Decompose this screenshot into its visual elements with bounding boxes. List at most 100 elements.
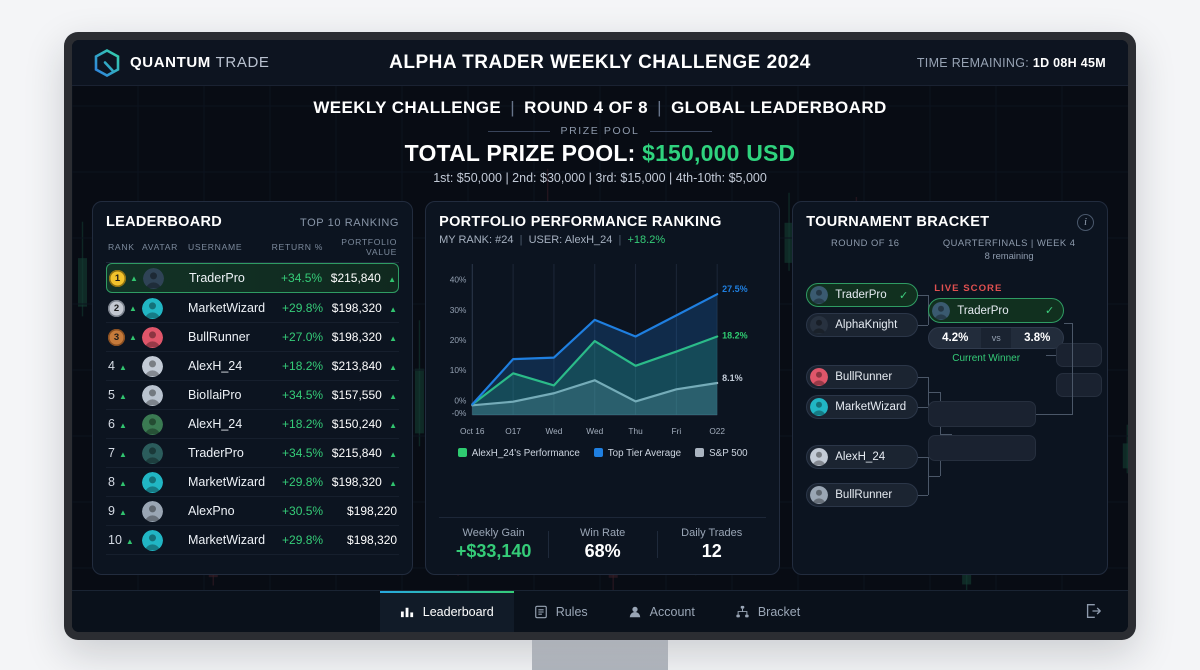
chart-subtitle: MY RANK: #24 | USER: AlexH_24 | +18.2%: [439, 234, 666, 246]
seed-name: AlexH_24: [835, 451, 886, 463]
avatar: [142, 442, 163, 464]
table-row[interactable]: 7 ▲ TraderPro +34.5% $215,840 ▲: [106, 439, 400, 468]
screen: QUANTUM TRADE ALPHA TRADER WEEKLY CHALLE…: [72, 40, 1128, 632]
prize-amount: $150,000 USD: [642, 140, 796, 166]
bracket-column-labels: ROUND OF 16 QUARTERFINALS | WEEK 4 8 rem…: [806, 237, 1094, 261]
challenge-breadcrumb: WEEKLY CHALLENGE | ROUND 4 OF 8 | GLOBAL…: [313, 98, 887, 117]
trend-up-icon: ▲: [118, 479, 127, 488]
medal-badge: 2: [108, 299, 125, 317]
bracket-panel: TOURNAMENT BRACKET i ROUND OF 16 QUARTER…: [792, 201, 1108, 575]
nav-item-account[interactable]: Account: [608, 591, 715, 633]
brand-logo[interactable]: QUANTUM TRADE: [94, 48, 269, 77]
table-row[interactable]: 9 ▲ AlexPno +30.5% $198,220: [106, 497, 400, 526]
logout-icon[interactable]: [1084, 602, 1102, 620]
bracket-seed[interactable]: AlphaKnight: [806, 313, 919, 337]
rank-number: 4: [108, 359, 115, 373]
table-row[interactable]: 4 ▲ AlexH_24 +18.2% $213,840 ▲: [106, 352, 400, 381]
table-row[interactable]: 5 ▲ BioIlaiPro +34.5% $157,550 ▲: [106, 381, 400, 410]
nav-item-label: Account: [649, 604, 695, 619]
avatar: [810, 448, 829, 466]
empty-bracket-slot[interactable]: [1056, 343, 1103, 367]
username-cell: TraderPro: [188, 446, 244, 460]
rank-cell: 3 ▲: [108, 328, 142, 346]
stat-block: Win Rate 68%: [548, 527, 657, 562]
check-icon: ✓: [1045, 305, 1055, 317]
nav-items: Leaderboard Rules Account Bracket: [379, 590, 820, 633]
quarterfinal-winner-seed[interactable]: TraderPro ✓: [928, 298, 1065, 323]
svg-text:0%: 0%: [454, 395, 467, 405]
prize-pool-label: PRIZE POOL: [72, 125, 1128, 137]
nav-item-leaderboard[interactable]: Leaderboard: [379, 590, 514, 632]
legend-swatch: [457, 448, 467, 457]
legend-swatch: [593, 448, 603, 457]
panels-row: LEADERBOARD TOP 10 RANKING RANK AVATAR U…: [72, 193, 1128, 575]
bracket-seed[interactable]: MarketWizard: [806, 395, 919, 419]
seed-name: TraderPro: [835, 289, 887, 301]
rank-cell: 8 ▲: [108, 475, 142, 489]
leaderboard-header: LEADERBOARD TOP 10 RANKING: [106, 214, 399, 230]
rank-cell: 7 ▲: [108, 446, 142, 460]
legend-label: S&P 500: [709, 448, 748, 459]
empty-bracket-slot[interactable]: [928, 401, 1037, 427]
avatar: [810, 486, 829, 504]
bracket-seed[interactable]: BullRunner: [806, 483, 919, 507]
bracket-seed[interactable]: BullRunner: [806, 365, 919, 389]
svg-text:18.2%: 18.2%: [722, 330, 748, 340]
bracket-seed[interactable]: TraderPro ✓: [806, 283, 919, 307]
seed-name: MarketWizard: [835, 401, 907, 413]
nav-item-label: Rules: [555, 604, 588, 619]
stat-block: Daily Trades 12: [657, 527, 766, 562]
trend-up-icon: ▲: [118, 421, 127, 430]
info-icon[interactable]: i: [1077, 214, 1094, 231]
rank-number: 9: [108, 504, 115, 518]
time-remaining: TIME REMAINING: 1D 08H 45M: [916, 55, 1106, 70]
table-row[interactable]: 2 ▲ MarketWizard +29.8% $198,320 ▲: [106, 294, 400, 323]
remaining-count: 8 remaining: [984, 250, 1034, 261]
rank-cell: 9 ▲: [108, 504, 142, 518]
value-trend-icon: ▲: [389, 305, 398, 314]
leaderboard-panel: LEADERBOARD TOP 10 RANKING RANK AVATAR U…: [92, 201, 414, 575]
my-rank-value: #24: [495, 234, 514, 246]
value-trend-icon: ▲: [389, 334, 398, 343]
medal-badge: 1: [109, 269, 126, 287]
avatar: [142, 471, 163, 493]
svg-text:8.1%: 8.1%: [722, 373, 743, 383]
trend-up-icon: ▲: [130, 273, 138, 283]
stats-row: Weekly Gain +$33,140 Win Rate 68% Daily Trad…: [439, 517, 767, 562]
legend-item[interactable]: S&P 500: [695, 448, 748, 459]
legend-item[interactable]: Top Tier Average: [593, 448, 681, 459]
svg-text:O22: O22: [709, 426, 725, 436]
rank-number: 8: [108, 475, 115, 489]
avatar: [142, 326, 163, 348]
avatar-cell: [142, 442, 188, 464]
table-row[interactable]: 3 ▲ BullRunner +27.0% $198,320 ▲: [106, 323, 400, 352]
value-trend-icon: ▲: [389, 450, 398, 459]
bracket-body: TraderPro ✓ AlphaKnight BullRunner MarketWiz…: [806, 265, 1103, 562]
table-row[interactable]: 8 ▲ MarketWizard +29.8% $198,320 ▲: [106, 468, 400, 497]
table-row[interactable]: 6 ▲ AlexH_24 +18.2% $150,240 ▲: [106, 410, 400, 439]
avatar: [810, 398, 829, 416]
leaderboard-subtitle: TOP 10 RANKING: [300, 217, 400, 229]
nav-item-rules[interactable]: Rules: [514, 591, 608, 633]
table-row[interactable]: 10 ▲ MarketWizard +29.8% $198,320: [106, 526, 400, 555]
username-cell: BullRunner: [188, 330, 250, 344]
trend-up-icon: ▲: [129, 303, 137, 313]
avatar: [142, 355, 163, 377]
leaderboard-rows: 1 ▲ TraderPro +34.5% $215,840 ▲ 2 ▲ MarketWizar…: [106, 263, 400, 555]
return-cell: +29.8%: [282, 475, 324, 489]
trend-up-icon: ▲: [118, 508, 127, 517]
nav-item-bracket[interactable]: Bracket: [715, 591, 820, 633]
trend-up-icon: ▲: [118, 392, 127, 401]
table-row[interactable]: 1 ▲ TraderPro +34.5% $215,840 ▲: [106, 263, 400, 293]
breadcrumb-leaderboard: GLOBAL LEADERBOARD: [671, 98, 887, 117]
current-winner-label: Current Winner: [952, 353, 1021, 364]
empty-bracket-slot[interactable]: [928, 435, 1037, 461]
chart-legend: AlexH_24's Performance Top Tier Average S&…: [439, 448, 766, 459]
round-of-16-label: ROUND OF 16: [830, 237, 900, 248]
username-cell: MarketWizard: [188, 475, 266, 489]
legend-item[interactable]: AlexH_24's Performance: [457, 448, 580, 459]
bracket-seed[interactable]: AlexH_24: [806, 445, 919, 469]
breadcrumb-weekly: WEEKLY CHALLENGE: [313, 98, 502, 117]
document-icon: [534, 605, 548, 619]
empty-bracket-slot[interactable]: [1056, 373, 1103, 397]
